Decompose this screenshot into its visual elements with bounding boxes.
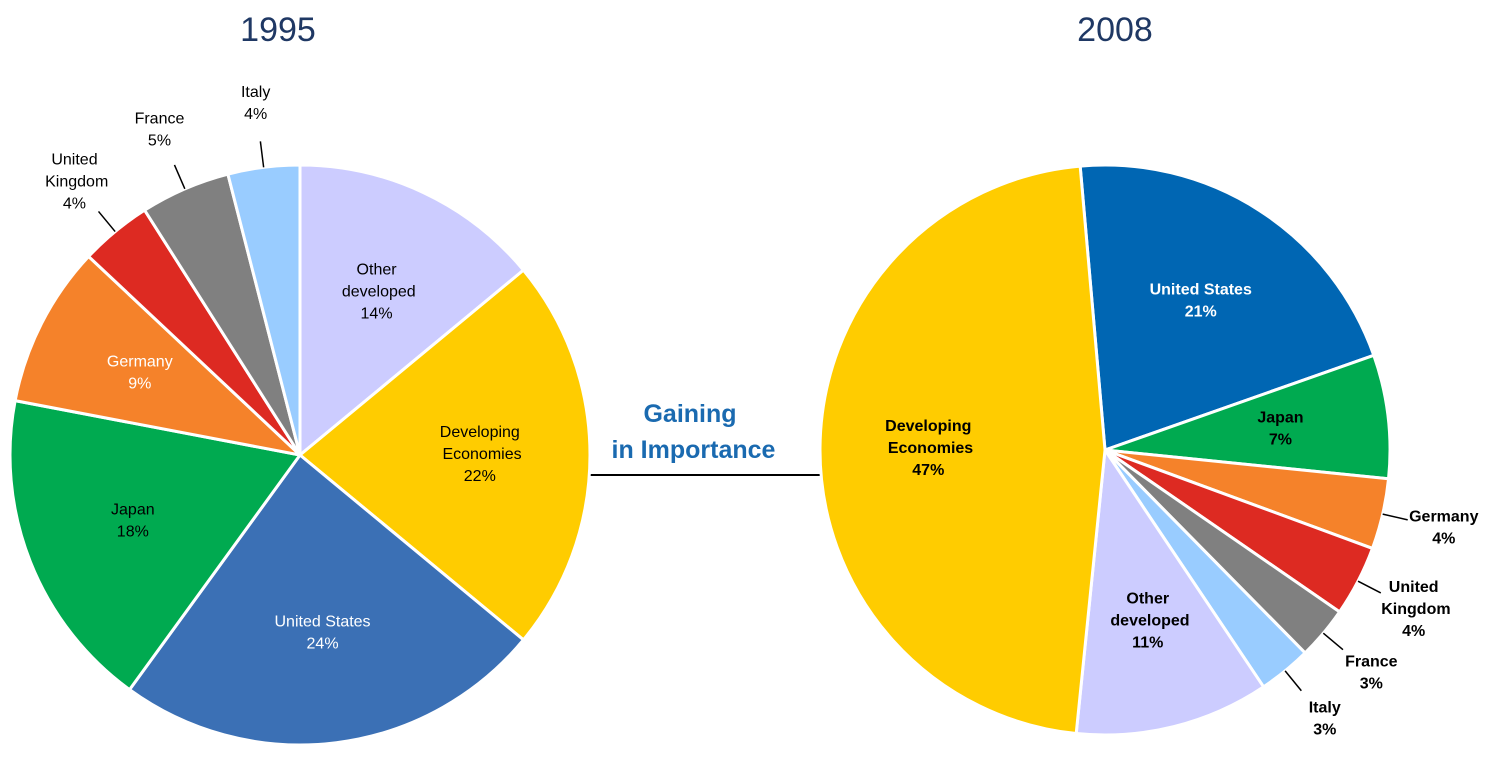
- pie-slice: [1104, 353, 1392, 481]
- pie-slice: [818, 164, 1107, 736]
- slice-value-label: 3%: [1313, 722, 1336, 739]
- label-line: developed: [1106, 613, 1190, 630]
- chart-title: 1995: [240, 11, 316, 49]
- label-line: United: [1389, 579, 1439, 596]
- pie-slice: [13, 254, 305, 458]
- slice-label: United Kingdom: [1377, 579, 1451, 618]
- pie-slice: [127, 452, 526, 747]
- pie-slice: [297, 268, 592, 642]
- annotation: Gaining in Importance: [605, 400, 776, 464]
- label-line: Kingdom: [41, 174, 109, 191]
- slice-value-label: 7%: [1269, 431, 1292, 448]
- chart-title: 2008: [1077, 11, 1153, 49]
- slice-value-label: 3%: [1360, 676, 1383, 693]
- label-line: Kingdom: [1377, 601, 1451, 618]
- slice-label: Japan: [1257, 409, 1303, 426]
- label-line: Other: [357, 262, 398, 279]
- slice-label: United Kingdom: [41, 152, 109, 191]
- slice-value-label: 22%: [464, 468, 496, 485]
- pie-slice: [226, 163, 302, 456]
- pie-slice: [1074, 445, 1266, 737]
- leader-line: [1322, 632, 1344, 651]
- label-line: United: [51, 152, 97, 169]
- slice-value-label: 5%: [148, 133, 171, 150]
- slice-value-label: 11%: [1132, 635, 1163, 652]
- slice-label: United States: [1150, 282, 1252, 299]
- label-line: Economies: [438, 446, 522, 463]
- slice-value-label: 4%: [1432, 530, 1455, 547]
- label-line: Other: [1126, 591, 1169, 608]
- leader-line: [1357, 580, 1382, 594]
- leader-line: [1284, 670, 1302, 692]
- pie-slice: [298, 163, 526, 459]
- slice-label: France: [1345, 654, 1398, 671]
- slice-label: Italy: [1309, 700, 1341, 717]
- slice-value-label: 4%: [1402, 623, 1425, 640]
- pie-slice: [1078, 163, 1376, 453]
- label-line: in Importance: [605, 436, 776, 464]
- slice-label: Other developed: [1106, 591, 1190, 630]
- slice-value-label: 4%: [244, 106, 267, 123]
- slice-label: United States: [275, 614, 371, 631]
- slice-value-label: 14%: [361, 306, 393, 323]
- label-line: Gaining: [643, 400, 736, 428]
- slice-label: Germany: [1409, 508, 1478, 525]
- slice-value-label: 9%: [128, 376, 151, 393]
- pie-slice: [8, 398, 303, 692]
- slice-label: Italy: [241, 84, 270, 101]
- label-line: Developing: [885, 418, 971, 435]
- slice-label: Developing Economies: [438, 424, 522, 463]
- leader-line: [97, 210, 116, 233]
- label-line: Economies: [883, 440, 973, 457]
- slice-label: Developing Economies: [883, 418, 973, 457]
- slice-value-label: 21%: [1185, 304, 1217, 321]
- leader-line: [259, 141, 265, 168]
- slice-label: Germany: [107, 354, 173, 371]
- leader-line: [1382, 513, 1408, 521]
- label-line: developed: [337, 284, 415, 301]
- slice-label: Other developed: [337, 262, 415, 301]
- slice-value-label: 18%: [117, 523, 149, 540]
- slice-label: Japan: [111, 501, 155, 518]
- label-line: Developing: [440, 424, 520, 441]
- slice-label: France: [135, 111, 185, 128]
- slice-value-label: 24%: [307, 636, 339, 653]
- slice-value-label: 47%: [912, 462, 944, 479]
- leader-line: [173, 164, 186, 190]
- slice-value-label: 4%: [63, 196, 86, 213]
